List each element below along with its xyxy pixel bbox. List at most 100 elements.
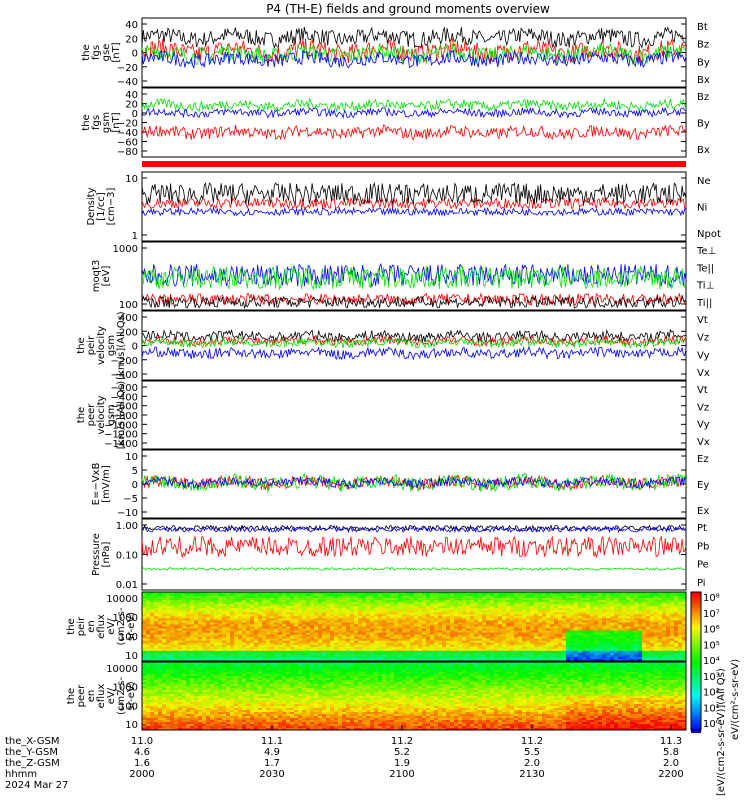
colorbar-swatch bbox=[691, 629, 701, 633]
series-line-By bbox=[141, 97, 687, 113]
colorbar-swatch bbox=[691, 725, 701, 729]
colorbar-tick-label: 10⁷ bbox=[703, 609, 720, 620]
y-tick-label: 0 bbox=[132, 49, 138, 60]
colorbar-swatch bbox=[691, 648, 701, 652]
legend-Te⊥: Te⊥ bbox=[696, 246, 716, 257]
series-line-Npot bbox=[141, 206, 687, 217]
colorbar-swatch bbox=[691, 645, 701, 649]
colorbar-swatch bbox=[691, 669, 701, 673]
y-tick-label: −10 bbox=[117, 508, 138, 519]
x-axis-value: 5.5 bbox=[524, 747, 540, 758]
figure-title: P4 (TH-E) fields and ground moments over… bbox=[266, 2, 550, 16]
panel-pressure: Pressure[nPa] 1.00 0.10 0.01 Pt Pb Pe Pi bbox=[91, 518, 709, 591]
y-axis-label: E=−VxB[mV/m] bbox=[91, 463, 112, 506]
panel-efield: E=−VxB[mV/m] 10 5 0 −5 −10 Ez Ey Ex bbox=[91, 449, 709, 519]
spectrogram-cells bbox=[142, 592, 687, 662]
mode-bar bbox=[142, 161, 686, 167]
legend-Pt: Pt bbox=[697, 523, 707, 534]
y-tick-label: −20 bbox=[117, 119, 138, 130]
colorbar-swatch bbox=[691, 657, 701, 661]
y-tick-label: 10 bbox=[125, 452, 138, 463]
colorbar-swatch bbox=[691, 727, 701, 731]
x-axis-value: 11.2 bbox=[521, 736, 543, 747]
y-axis-label: moqt3[eV] bbox=[91, 260, 112, 293]
series-line-Ey bbox=[141, 472, 687, 494]
series-line-Ti|| bbox=[141, 265, 687, 291]
x-axis-value: 2030 bbox=[259, 769, 284, 780]
colorbar-swatch bbox=[691, 641, 701, 645]
colorbar-swatch bbox=[691, 650, 701, 654]
colorbar-swatch bbox=[691, 636, 701, 640]
colorbar-swatch bbox=[691, 687, 701, 691]
colorbar-swatch bbox=[691, 659, 701, 663]
y-axis-label: thefgsgse[nT] bbox=[81, 42, 122, 62]
y-tick-label: 100 bbox=[119, 300, 138, 311]
y-tick-label: −200 bbox=[111, 383, 138, 394]
x-axis-value: 11.1 bbox=[261, 736, 283, 747]
x-axis-value: 2.0 bbox=[663, 758, 679, 769]
colorbar-swatch bbox=[691, 634, 701, 638]
legend-Npot: Npot bbox=[697, 229, 721, 240]
legend-Vz: Vz bbox=[697, 402, 709, 413]
panel-frame bbox=[141, 171, 687, 242]
legend-Pe: Pe bbox=[697, 560, 709, 571]
y-tick-label: 400 bbox=[119, 313, 138, 324]
series-line-Vx bbox=[141, 345, 687, 361]
legend-Vy: Vy bbox=[697, 420, 710, 431]
colorbar-swatch bbox=[691, 690, 701, 694]
colorbar-swatch bbox=[691, 685, 701, 689]
y-tick-label: 0 bbox=[132, 342, 138, 353]
legend-Vz: Vz bbox=[697, 333, 709, 344]
colorbar-swatch bbox=[691, 720, 701, 724]
panel-peir_spectrogram: thepeirenefluxeV/(cm2-s-sr-eV) 10000 1000 1… bbox=[66, 591, 687, 662]
y-axis-label: thepeirvelocitygsm[km/s](All Qs) bbox=[76, 311, 127, 379]
colorbar-swatch bbox=[691, 643, 701, 647]
colorbar-swatch bbox=[691, 678, 701, 682]
colorbar-swatch bbox=[691, 652, 701, 656]
colorbar: 10⁸ 10⁷ 10⁶ 10⁵ 10⁴ 10³ 10² 10¹ 10⁰[eV/(cm2-s-sr… bbox=[690, 591, 741, 796]
x-axis-value: 2130 bbox=[519, 769, 544, 780]
x-axis-row-label: the_Y-GSM bbox=[5, 747, 58, 758]
colorbar-swatch bbox=[691, 673, 701, 677]
colorbar-swatch bbox=[691, 718, 701, 722]
legend-Vt: Vt bbox=[697, 385, 708, 396]
colorbar-swatch bbox=[691, 610, 701, 614]
colorbar-swatch bbox=[691, 680, 701, 684]
colorbar-swatch bbox=[691, 620, 701, 624]
colorbar-tick-label: 10¹ bbox=[703, 703, 720, 714]
legend-By: By bbox=[697, 57, 710, 68]
x-axis-value: 11.2 bbox=[391, 736, 413, 747]
colorbar-swatch bbox=[691, 666, 701, 670]
series-line-By bbox=[141, 42, 687, 66]
y-tick-label: 5 bbox=[132, 466, 138, 477]
y-tick-label: −400 bbox=[111, 370, 138, 381]
legend-Bt: Bt bbox=[697, 22, 708, 33]
y-tick-label: 1 bbox=[132, 231, 138, 242]
y-tick-label: 200 bbox=[119, 327, 138, 338]
y-axis-label: thepeervelocitygsm[km/s](All Qs) bbox=[76, 381, 127, 449]
x-axis-value: 5.8 bbox=[663, 747, 679, 758]
y-tick-label: 1000 bbox=[113, 683, 138, 694]
legend-Ni: Ni bbox=[697, 203, 707, 214]
x-axis-value: 1.7 bbox=[264, 758, 280, 769]
x-axis-value: 1.6 bbox=[134, 758, 150, 769]
colorbar-swatch bbox=[691, 699, 701, 703]
colorbar-swatch bbox=[691, 723, 701, 726]
x-axis-value: 2100 bbox=[389, 769, 414, 780]
y-tick-label: −20 bbox=[117, 63, 138, 74]
y-tick-label: 10 bbox=[125, 174, 138, 185]
y-tick-label: 10000 bbox=[106, 664, 138, 675]
y-tick-label: −1000 bbox=[104, 420, 138, 431]
legend-Vy: Vy bbox=[697, 350, 710, 361]
x-axis-row-label: hhmm bbox=[5, 769, 37, 780]
y-tick-label: 0 bbox=[132, 480, 138, 491]
y-tick-label: −1200 bbox=[104, 430, 138, 441]
legend-By: By bbox=[697, 119, 710, 130]
colorbar-tick-label: 10⁸ bbox=[703, 593, 720, 604]
x-axis-value: 4.6 bbox=[134, 747, 150, 758]
colorbar-swatch bbox=[691, 711, 701, 715]
colorbar-swatch bbox=[691, 631, 701, 635]
y-tick-label: −40 bbox=[117, 77, 138, 88]
colorbar-swatch bbox=[691, 627, 701, 631]
colorbar-swatch bbox=[691, 701, 701, 705]
